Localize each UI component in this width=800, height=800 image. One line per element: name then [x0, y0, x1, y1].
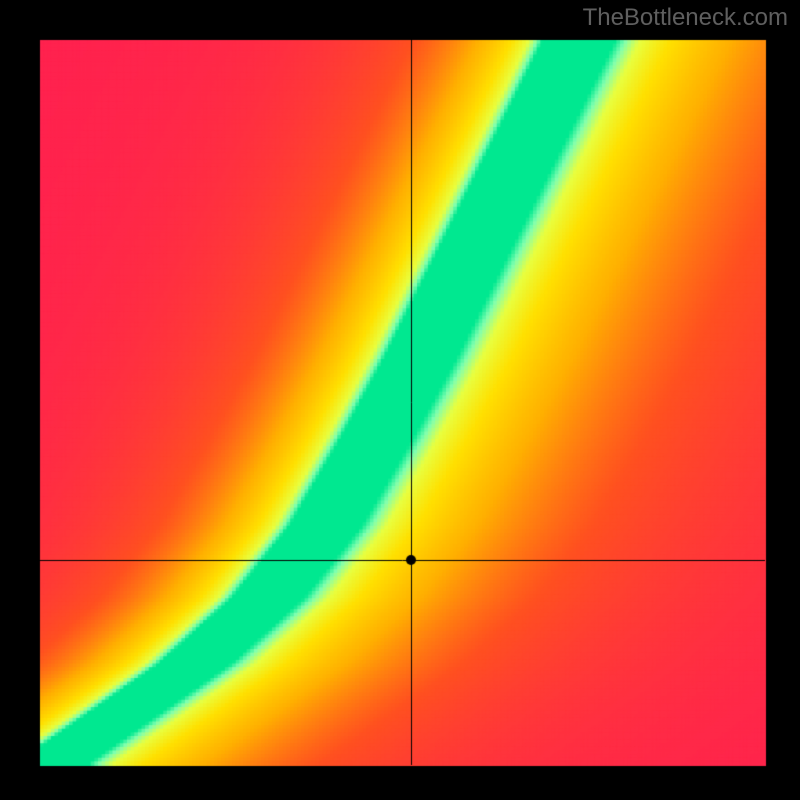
chart-container: TheBottleneck.com: [0, 0, 800, 800]
watermark-text: TheBottleneck.com: [583, 4, 788, 32]
heatmap-canvas: [0, 0, 800, 800]
